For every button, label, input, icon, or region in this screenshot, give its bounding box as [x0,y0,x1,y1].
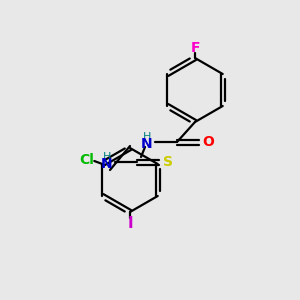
Text: N: N [101,157,113,171]
Text: H: H [143,132,151,142]
Text: F: F [190,41,200,55]
Text: I: I [127,217,133,232]
Text: Cl: Cl [79,153,94,167]
Text: N: N [141,137,153,151]
Text: O: O [202,135,214,149]
Text: H: H [103,152,111,162]
Text: S: S [163,155,173,169]
